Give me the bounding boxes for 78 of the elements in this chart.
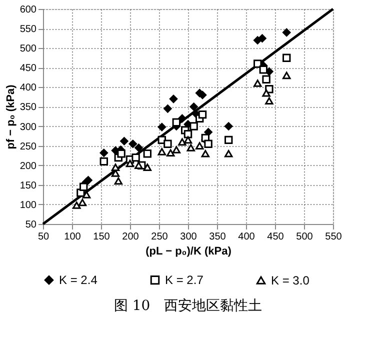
point — [262, 75, 270, 84]
point — [282, 28, 291, 37]
y-axis-title: pf − p₀ (kPa) — [4, 84, 17, 150]
x-tick-label: 50 — [38, 232, 50, 242]
point — [201, 150, 210, 158]
x-tick-label: 350 — [209, 232, 226, 242]
point — [198, 110, 207, 119]
x-tick-label: 200 — [122, 232, 140, 242]
point — [117, 150, 126, 158]
point — [204, 140, 212, 148]
point — [111, 164, 120, 171]
point — [100, 157, 108, 166]
point — [158, 148, 166, 156]
y-tick-label: 100 — [20, 200, 37, 211]
y-tick-label: 450 — [20, 63, 37, 74]
point — [78, 198, 87, 206]
point — [282, 54, 291, 62]
point — [134, 162, 143, 170]
point — [114, 177, 123, 185]
point — [190, 122, 198, 130]
legend-label: K = 2.4 — [59, 273, 98, 288]
point — [224, 136, 233, 144]
point — [158, 122, 166, 132]
point — [82, 191, 91, 198]
point — [253, 36, 262, 44]
point — [172, 146, 181, 154]
point — [184, 130, 192, 138]
legend-label: K = 2.7 — [165, 273, 204, 288]
point — [128, 140, 138, 148]
legend-label: K = 3.0 — [271, 273, 310, 288]
point — [120, 137, 128, 146]
x-tick-label: 250 — [151, 232, 168, 242]
x-axis-title: (pL − p₀)/K (kPa) — [146, 246, 232, 258]
point — [224, 150, 233, 158]
point — [253, 60, 262, 68]
x-tick-label: 150 — [93, 232, 110, 242]
point — [164, 140, 172, 148]
point — [164, 104, 172, 113]
x-tick-label: 450 — [267, 232, 284, 242]
x-tick-label: 300 — [180, 232, 198, 242]
point — [178, 114, 186, 123]
point — [259, 65, 268, 74]
point — [172, 118, 181, 126]
point — [72, 202, 81, 209]
point — [195, 142, 204, 150]
point — [282, 72, 291, 80]
point — [132, 153, 140, 162]
point — [186, 144, 196, 152]
y-tick-label: 500 — [20, 44, 37, 55]
point — [178, 138, 186, 146]
point — [224, 122, 233, 130]
x-tick-label: 100 — [64, 232, 82, 242]
point — [126, 160, 134, 168]
point — [262, 89, 270, 97]
point — [100, 148, 108, 157]
point — [143, 164, 152, 171]
point — [265, 97, 274, 105]
x-tick-label: 400 — [238, 232, 256, 242]
point — [134, 144, 143, 152]
x-tick-label: 500 — [296, 232, 314, 242]
point — [258, 34, 266, 42]
point — [184, 136, 192, 144]
y-tick-label: 400 — [20, 82, 37, 94]
point — [166, 149, 175, 157]
text: 图 10 西安地区黏性土 — [114, 298, 262, 314]
y-tick-label: 200 — [20, 160, 37, 172]
y-tick-label: 600 — [20, 4, 37, 16]
point — [169, 94, 178, 104]
y-tick-label: 150 — [20, 180, 37, 192]
point — [253, 80, 262, 87]
y-tick-label: 50 — [25, 220, 37, 230]
y-tick-label: 250 — [20, 141, 37, 152]
point — [190, 102, 198, 111]
y-tick-label: 350 — [20, 102, 37, 114]
x-tick-label: 550 — [325, 232, 342, 242]
y-tick-label: 300 — [20, 122, 37, 133]
y-tick-label: 550 — [20, 24, 37, 36]
point — [143, 150, 152, 158]
